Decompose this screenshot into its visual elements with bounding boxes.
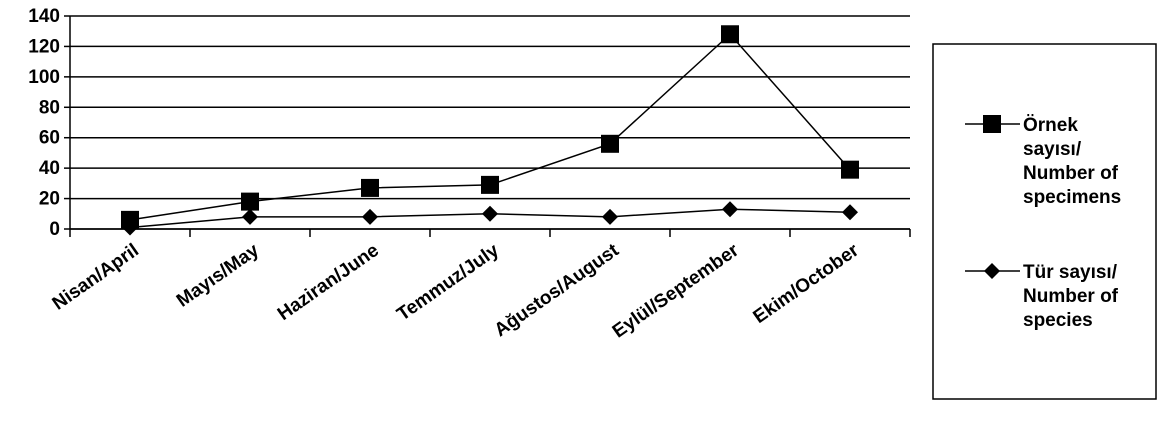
- legend-box: [932, 43, 1157, 400]
- y-tick-labels: 0 20 40 60 80 100 120 140: [28, 6, 60, 240]
- y-tick-label: 20: [39, 189, 60, 210]
- square-marker: [841, 160, 859, 179]
- axes: [64, 15, 911, 237]
- square-marker: [721, 25, 739, 44]
- y-tick-label: 0: [49, 219, 60, 240]
- diamond-marker: [122, 219, 138, 236]
- legend-square-marker: [983, 115, 1001, 133]
- legend-entry-1: Tür sayısı/Number of species: [965, 262, 1119, 331]
- x-tick-label: Temmuz/July: [393, 240, 503, 326]
- diamond-marker: [722, 201, 738, 218]
- y-tick-label: 100: [28, 67, 60, 88]
- diamond-marker: [482, 205, 498, 222]
- legend: Örnek sayısı/Number of specimens Tür sayısı…: [932, 43, 1157, 400]
- legend-entry-0: Örnek sayısı/Number of specimens: [965, 115, 1121, 208]
- diamond-marker: [362, 208, 378, 225]
- legend-diamond-marker: [984, 263, 1000, 279]
- square-marker: [601, 134, 619, 153]
- legend-label: species: [1023, 310, 1093, 331]
- series-group: [121, 25, 859, 236]
- legend-label: Tür sayısı/: [1023, 262, 1118, 283]
- x-tick-label: Ağustos/August: [491, 240, 624, 342]
- square-marker: [361, 178, 379, 197]
- series-0: [121, 25, 859, 229]
- square-marker: [241, 192, 259, 211]
- y-tick-label: 80: [39, 97, 60, 118]
- x-tick-label: Ekim/October: [750, 240, 864, 328]
- y-tick-label: 140: [28, 6, 60, 27]
- legend-label: Number of: [1023, 286, 1119, 307]
- series-1: [122, 201, 858, 236]
- square-marker: [481, 175, 499, 194]
- legend-label: Number of: [1023, 163, 1119, 184]
- x-tick-labels: Nisan/April Mayıs/May Haziran/June Temmuz/J…: [49, 240, 864, 343]
- y-tick-label: 60: [39, 128, 60, 149]
- legend-label: sayısı/: [1023, 139, 1082, 160]
- x-tick-label: Eylül/September: [609, 240, 743, 343]
- diamond-marker: [602, 208, 618, 225]
- y-tick-label: 40: [39, 158, 60, 179]
- diamond-marker: [242, 208, 258, 225]
- x-tick-label: Haziran/June: [274, 240, 383, 325]
- legend-label: Örnek: [1023, 115, 1078, 136]
- x-tick-label: Nisan/April: [49, 240, 143, 315]
- diamond-marker: [842, 204, 858, 221]
- y-tick-label: 120: [28, 36, 60, 57]
- legend-label: specimens: [1023, 187, 1121, 208]
- gridlines: [70, 15, 910, 230]
- x-tick-label: Mayıs/May: [173, 240, 263, 312]
